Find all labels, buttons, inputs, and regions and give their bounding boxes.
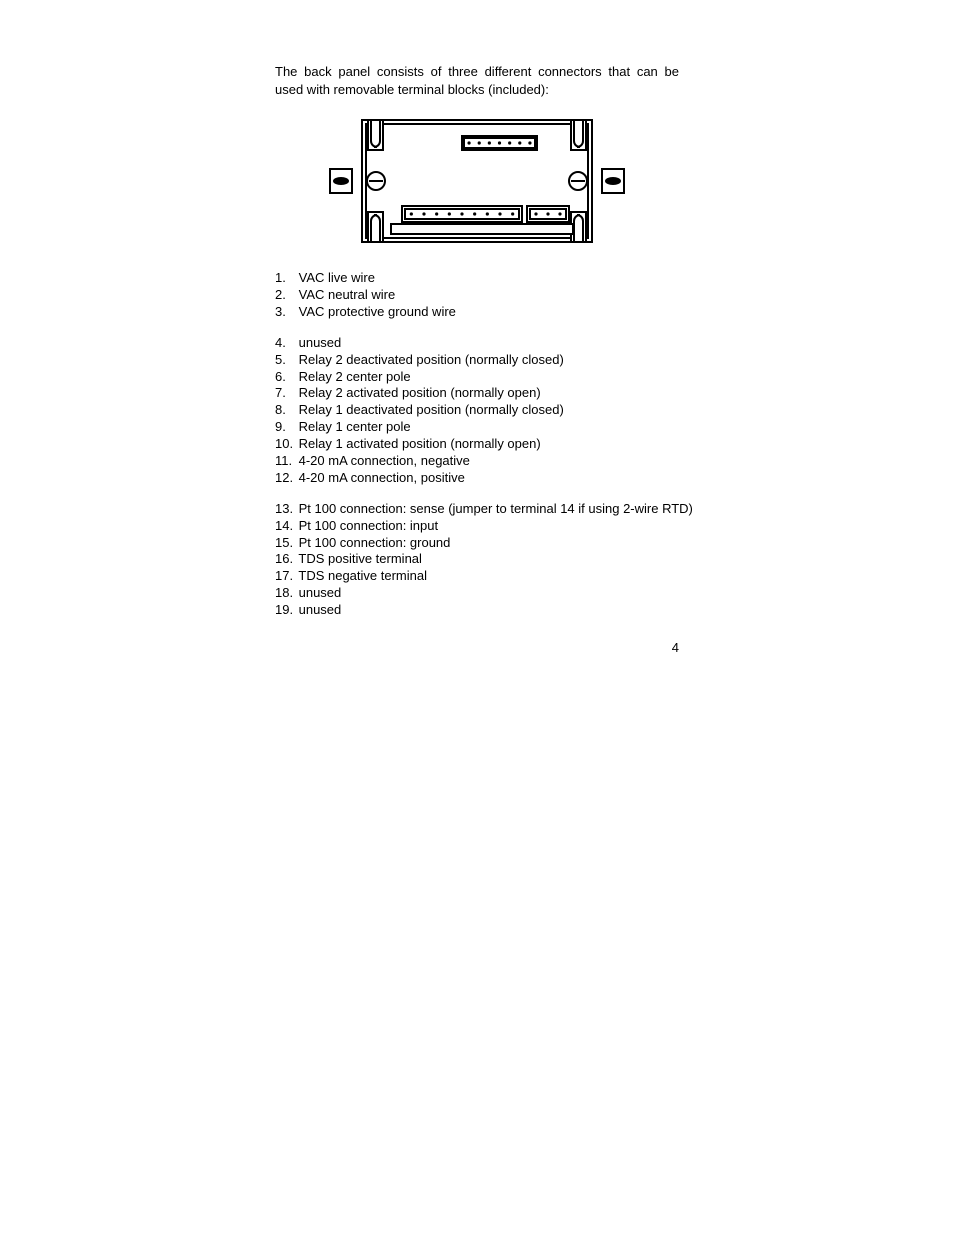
pin-item: 18. unused bbox=[275, 585, 679, 602]
pin-item: 11. 4-20 mA connection, negative bbox=[275, 453, 679, 470]
pin-description: VAC protective ground wire bbox=[295, 304, 456, 319]
pin-item: 12. 4-20 mA connection, positive bbox=[275, 470, 679, 487]
pin-item: 15. Pt 100 connection: ground bbox=[275, 535, 679, 552]
pin-item: 9. Relay 1 center pole bbox=[275, 419, 679, 436]
pin-number: 16. bbox=[275, 551, 295, 568]
pin-description: unused bbox=[295, 602, 341, 617]
pin-item: 19. unused bbox=[275, 602, 679, 619]
pin-item: 5. Relay 2 deactivated position (normall… bbox=[275, 352, 679, 369]
pin-item: 14. Pt 100 connection: input bbox=[275, 518, 679, 535]
pin-number: 4. bbox=[275, 335, 295, 352]
pin-description: Relay 2 activated position (normally ope… bbox=[295, 385, 541, 400]
pin-description: Relay 1 activated position (normally ope… bbox=[295, 436, 541, 451]
pin-group: 4. unused5. Relay 2 deactivated position… bbox=[275, 335, 679, 487]
pin-number: 13. bbox=[275, 501, 295, 518]
pin-definition-lists: 1. VAC live wire2. VAC neutral wire3. VA… bbox=[275, 270, 679, 619]
pin-item: 6. Relay 2 center pole bbox=[275, 369, 679, 386]
pin-number: 14. bbox=[275, 518, 295, 535]
pin-number: 6. bbox=[275, 369, 295, 386]
pin-item: 2. VAC neutral wire bbox=[275, 287, 679, 304]
pin-number: 7. bbox=[275, 385, 295, 402]
pin-description: unused bbox=[295, 335, 341, 350]
pin-number: 5. bbox=[275, 352, 295, 369]
pin-number: 17. bbox=[275, 568, 295, 585]
pin-description: TDS negative terminal bbox=[295, 568, 427, 583]
pin-description: Pt 100 connection: ground bbox=[295, 535, 450, 550]
pin-group: 1. VAC live wire2. VAC neutral wire3. VA… bbox=[275, 270, 679, 321]
pin-number: 3. bbox=[275, 304, 295, 321]
pin-group: 13. Pt 100 connection: sense (jumper to … bbox=[275, 501, 679, 619]
pin-item: 7. Relay 2 activated position (normally … bbox=[275, 385, 679, 402]
pin-description: Pt 100 connection: sense (jumper to term… bbox=[295, 501, 693, 516]
pin-item: 13. Pt 100 connection: sense (jumper to … bbox=[275, 501, 679, 518]
pin-number: 18. bbox=[275, 585, 295, 602]
pin-description: VAC neutral wire bbox=[295, 287, 395, 302]
pin-number: 9. bbox=[275, 419, 295, 436]
pin-number: 2. bbox=[275, 287, 295, 304]
connector-diagram-container bbox=[275, 116, 679, 246]
pin-description: 4-20 mA connection, positive bbox=[295, 470, 465, 485]
pin-number: 19. bbox=[275, 602, 295, 619]
pin-description: Relay 2 deactivated position (normally c… bbox=[295, 352, 564, 367]
pin-item: 10. Relay 1 activated position (normally… bbox=[275, 436, 679, 453]
pin-number: 15. bbox=[275, 535, 295, 552]
pin-item: 16. TDS positive terminal bbox=[275, 551, 679, 568]
pin-description: unused bbox=[295, 585, 341, 600]
pin-number: 12. bbox=[275, 470, 295, 487]
intro-paragraph: The back panel consists of three differe… bbox=[275, 63, 679, 98]
pin-description: Relay 1 center pole bbox=[295, 419, 411, 434]
pin-description: Pt 100 connection: input bbox=[295, 518, 438, 533]
pin-item: 3. VAC protective ground wire bbox=[275, 304, 679, 321]
pin-item: 4. unused bbox=[275, 335, 679, 352]
pin-item: 17. TDS negative terminal bbox=[275, 568, 679, 585]
pin-number: 11. bbox=[275, 453, 295, 470]
back-panel-diagram bbox=[327, 116, 627, 246]
pin-description: Relay 2 center pole bbox=[295, 369, 411, 384]
pin-description: TDS positive terminal bbox=[295, 551, 422, 566]
pin-number: 10. bbox=[275, 436, 295, 453]
pin-number: 1. bbox=[275, 270, 295, 287]
document-page: The back panel consists of three differe… bbox=[0, 0, 954, 1235]
pin-item: 1. VAC live wire bbox=[275, 270, 679, 287]
pin-description: Relay 1 deactivated position (normally c… bbox=[295, 402, 564, 417]
pin-description: VAC live wire bbox=[295, 270, 375, 285]
pin-description: 4-20 mA connection, negative bbox=[295, 453, 470, 468]
page-number: 4 bbox=[672, 640, 679, 655]
pin-item: 8. Relay 1 deactivated position (normall… bbox=[275, 402, 679, 419]
pin-number: 8. bbox=[275, 402, 295, 419]
